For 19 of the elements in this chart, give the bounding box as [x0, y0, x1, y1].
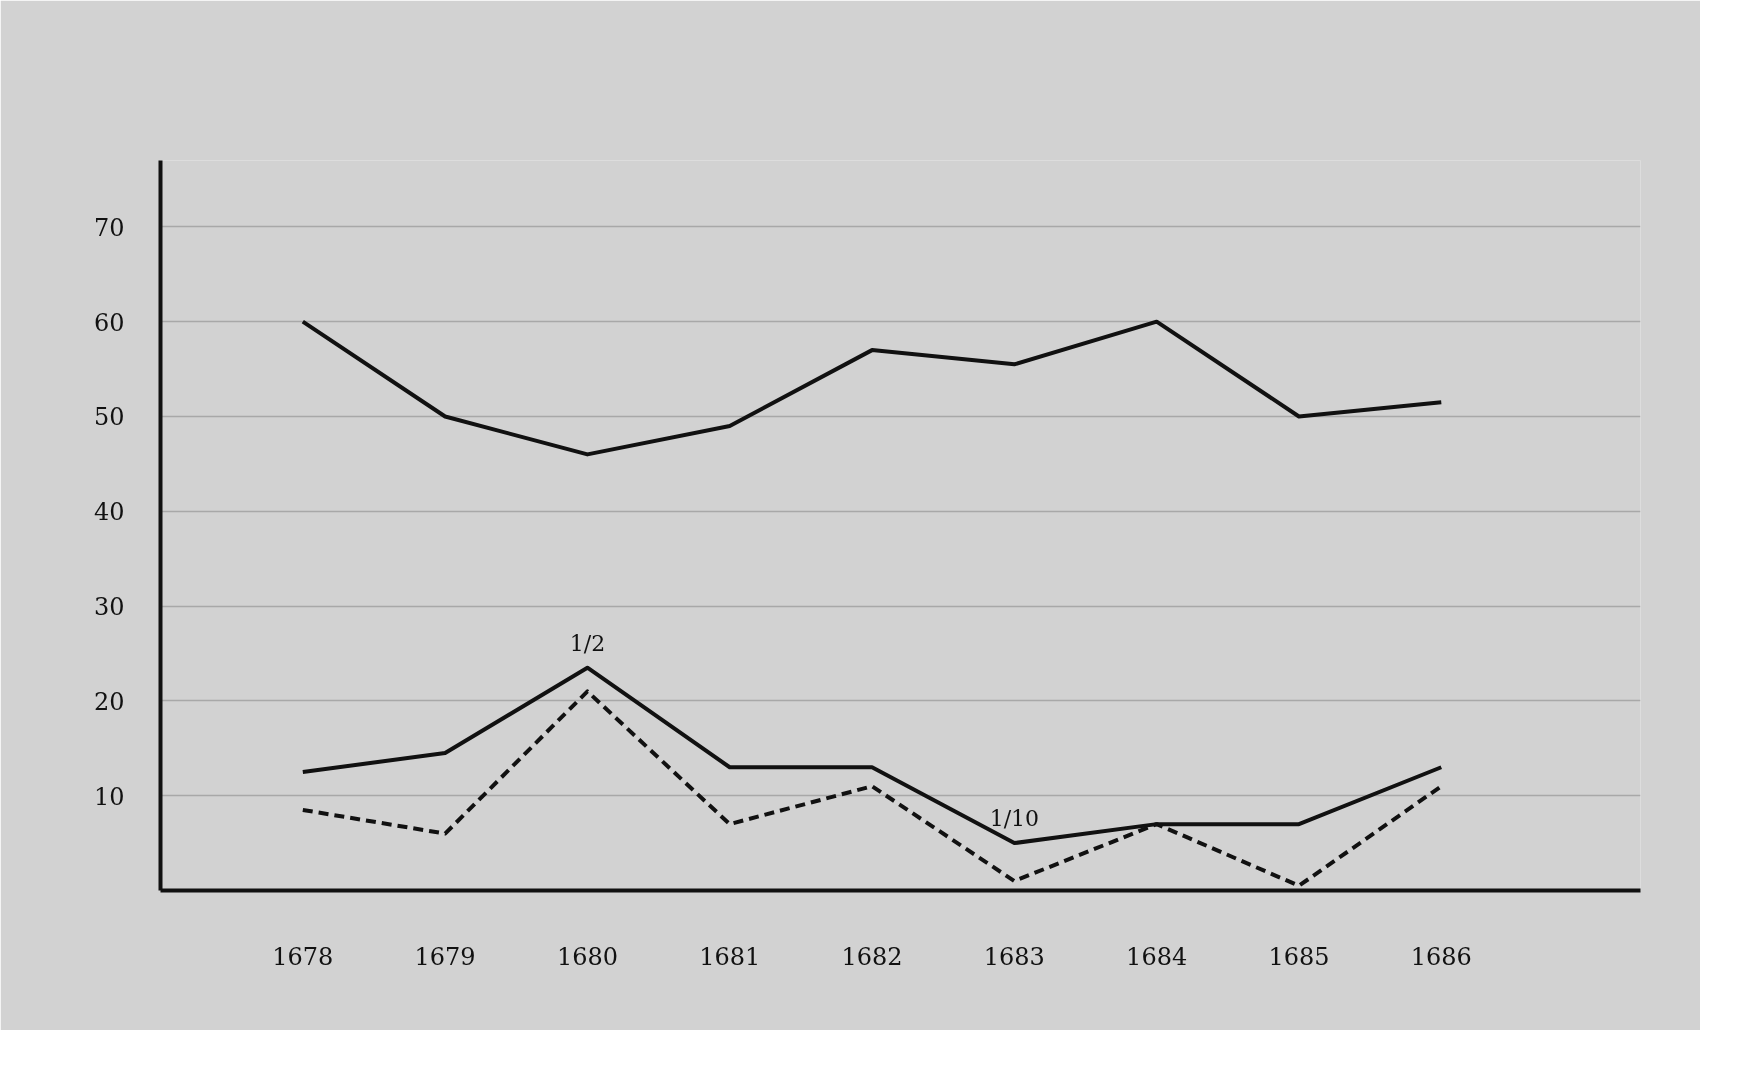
x-tick-label: 1681 [699, 942, 761, 971]
y-tick-label: 60 [93, 308, 125, 337]
y-tick-label: 40 [93, 498, 125, 527]
y-tick-label: 30 [93, 593, 125, 622]
x-tick-label: 1679 [414, 942, 476, 971]
annotation: 1/2 [569, 630, 606, 656]
x-tick-label: 1682 [841, 942, 903, 971]
line-series [300, 319, 1444, 457]
x-tick-label: 1680 [556, 942, 618, 971]
annotation: 1/10 [989, 806, 1040, 832]
y-tick-label: 10 [93, 782, 125, 811]
x-tick-label: 1684 [1126, 942, 1188, 971]
x-tick-label: 1683 [983, 942, 1045, 971]
y-tick-label: 50 [93, 403, 125, 432]
y-tick-label: 20 [93, 687, 125, 716]
x-tick-label: 1678 [272, 942, 334, 971]
y-tick-label: 70 [93, 213, 125, 242]
x-tick-label: 1685 [1268, 942, 1330, 971]
x-tick-label: 1686 [1410, 942, 1472, 971]
